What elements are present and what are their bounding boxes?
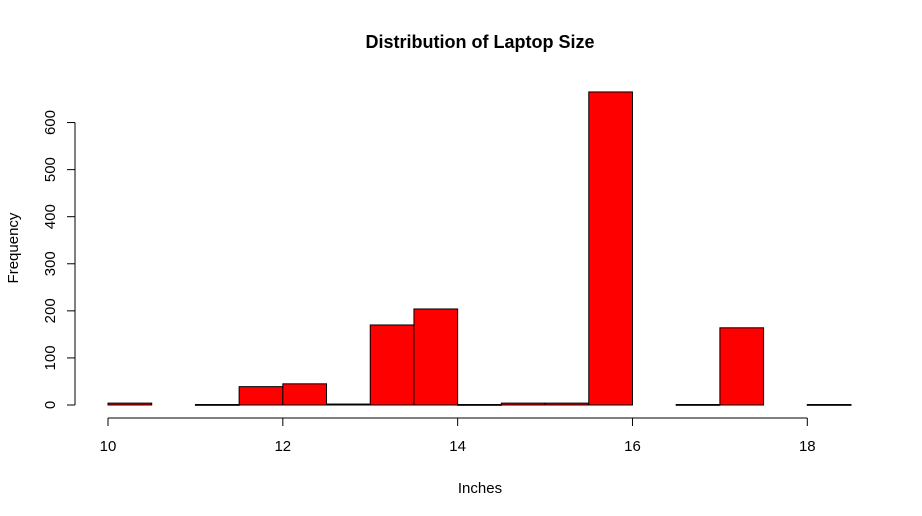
y-tick-label: 0 (42, 401, 59, 409)
histogram-bar (369, 324, 415, 406)
y-tick-label: 100 (42, 345, 59, 370)
chart-title: Distribution of Laptop Size (366, 32, 595, 52)
histogram-bar (413, 308, 459, 406)
histogram-bar (806, 404, 852, 406)
histogram-bar (282, 383, 328, 406)
x-tick-label: 14 (449, 438, 466, 455)
histogram-bar (675, 404, 721, 406)
x-tick-label: 10 (100, 438, 117, 455)
histogram-bar (238, 386, 284, 406)
histogram-bar (326, 403, 371, 406)
histogram-bar (457, 404, 502, 406)
y-tick-label: 200 (42, 298, 59, 323)
y-axis-label: Frequency (5, 212, 22, 283)
x-tick-label: 16 (624, 438, 641, 455)
y-tick-label: 300 (42, 251, 59, 276)
histogram-bar (544, 402, 590, 406)
y-tick-label: 500 (42, 157, 59, 182)
x-tick-label: 12 (274, 438, 291, 455)
x-axis: 10 12 14 16 18 (100, 417, 816, 455)
histogram-bar (588, 91, 633, 406)
histogram-bar (194, 404, 240, 406)
histogram-bar (500, 402, 546, 406)
histogram-bar (107, 402, 153, 406)
histogram-bar (719, 327, 765, 406)
y-tick-label: 400 (42, 204, 59, 229)
bars-group (107, 91, 852, 406)
x-axis-label: Inches (458, 480, 502, 497)
y-axis: 0 100 200 300 400 500 600 (42, 110, 76, 409)
y-tick-label: 600 (42, 110, 59, 135)
x-tick-label: 18 (799, 438, 816, 455)
